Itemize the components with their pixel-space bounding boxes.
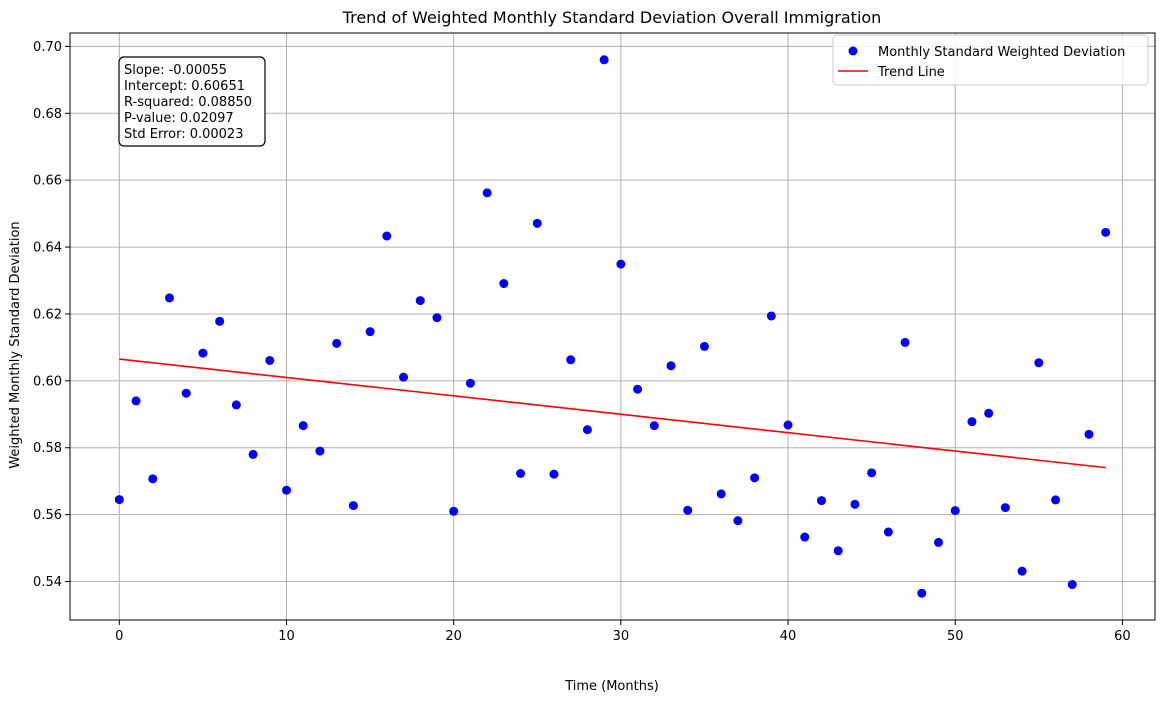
data-point	[382, 231, 392, 241]
data-point	[649, 421, 659, 431]
x-axis-label: Time (Months)	[564, 679, 659, 694]
y-tick-label: 0.68	[33, 107, 62, 122]
data-point	[950, 506, 960, 516]
data-point	[164, 293, 174, 303]
data-point	[733, 516, 743, 526]
data-point	[967, 417, 977, 427]
plot-frame	[69, 32, 1156, 621]
legend-marker-scatter	[848, 46, 858, 56]
data-point	[816, 496, 826, 506]
data-point	[1067, 580, 1077, 590]
x-tick-label: 20	[445, 629, 462, 644]
data-point	[198, 348, 208, 358]
data-point	[181, 388, 191, 398]
stats-r-squared: R-squared: 0.08850	[124, 95, 252, 110]
legend-label-scatter: Monthly Standard Weighted Deviation	[878, 45, 1125, 60]
y-tick-label: 0.60	[33, 374, 62, 389]
data-point	[499, 279, 509, 289]
data-point	[148, 474, 158, 484]
y-tick-label: 0.54	[33, 575, 62, 590]
y-tick-label: 0.70	[33, 40, 62, 55]
data-point	[332, 338, 342, 348]
data-point	[750, 473, 760, 483]
y-axis-ticks: 0.54 0.56 0.58 0.60 0.62 0.64 0.66 0.68 0.70	[33, 40, 70, 590]
stats-annotation: Slope: -0.00055 Intercept: 0.60651 R-squ…	[118, 56, 266, 147]
data-point	[315, 446, 325, 456]
y-tick-label: 0.58	[33, 441, 62, 456]
data-point	[465, 378, 475, 388]
y-tick-label: 0.62	[33, 307, 62, 322]
y-axis-label: Weighted Monthly Standard Deviation	[8, 221, 23, 468]
data-point	[265, 355, 275, 365]
stats-intercept: Intercept: 0.60651	[124, 79, 245, 94]
data-point	[1000, 503, 1010, 513]
stats-std-error: Std Error: 0.00023	[124, 127, 243, 142]
data-point	[1017, 566, 1027, 576]
x-tick-label: 40	[780, 629, 797, 644]
data-point	[449, 506, 459, 516]
data-point	[365, 327, 375, 337]
data-point	[616, 259, 626, 269]
data-point	[666, 361, 676, 371]
data-point	[716, 489, 726, 499]
data-point	[131, 396, 141, 406]
scatter-points	[114, 55, 1111, 598]
x-tick-label: 0	[115, 629, 123, 644]
y-tick-label: 0.66	[33, 174, 62, 189]
trend-line	[119, 358, 1106, 469]
data-point	[516, 469, 526, 479]
x-tick-label: 30	[613, 629, 630, 644]
data-point	[850, 499, 860, 509]
x-tick-label: 50	[947, 629, 964, 644]
data-point	[399, 372, 409, 382]
trend-line-group	[119, 358, 1106, 469]
data-point	[984, 408, 994, 418]
data-point	[699, 341, 709, 351]
data-point	[917, 588, 927, 598]
data-point	[833, 546, 843, 556]
data-point	[1051, 495, 1061, 505]
data-point	[683, 505, 693, 515]
data-point	[800, 532, 810, 542]
y-tick-label: 0.56	[33, 508, 62, 523]
data-point	[883, 527, 893, 537]
data-point	[482, 188, 492, 198]
data-point	[566, 355, 576, 365]
data-point	[867, 468, 877, 478]
legend: Monthly Standard Weighted Deviation Tren…	[832, 34, 1149, 86]
data-point	[1084, 429, 1094, 439]
data-point	[415, 296, 425, 306]
data-point	[348, 501, 358, 511]
data-point	[114, 495, 124, 505]
chart-title: Trend of Weighted Monthly Standard Devia…	[342, 8, 882, 27]
data-point	[900, 337, 910, 347]
data-point	[432, 313, 442, 323]
data-point	[1034, 358, 1044, 368]
data-point	[298, 421, 308, 431]
data-point	[549, 469, 559, 479]
legend-label-trend: Trend Line	[877, 65, 945, 80]
legend-box	[832, 34, 1149, 86]
data-point	[633, 384, 643, 394]
data-point	[599, 55, 609, 65]
data-point	[582, 425, 592, 435]
stats-box	[118, 56, 266, 147]
data-point	[1101, 227, 1111, 237]
data-point	[783, 420, 793, 430]
x-tick-label: 60	[1114, 629, 1131, 644]
stats-p-value: P-value: 0.02097	[124, 111, 234, 126]
grid	[70, 33, 1155, 620]
data-point	[766, 311, 776, 321]
data-point	[248, 449, 258, 459]
stats-slope: Slope: -0.00055	[124, 63, 227, 78]
x-tick-label: 10	[278, 629, 295, 644]
data-point	[532, 218, 542, 228]
data-point	[231, 400, 241, 410]
data-point	[281, 485, 291, 495]
data-point	[215, 316, 225, 326]
x-axis-ticks: 0 10 20 30 40 50 60	[115, 620, 1131, 644]
data-point	[934, 537, 944, 547]
y-tick-label: 0.64	[33, 241, 62, 256]
